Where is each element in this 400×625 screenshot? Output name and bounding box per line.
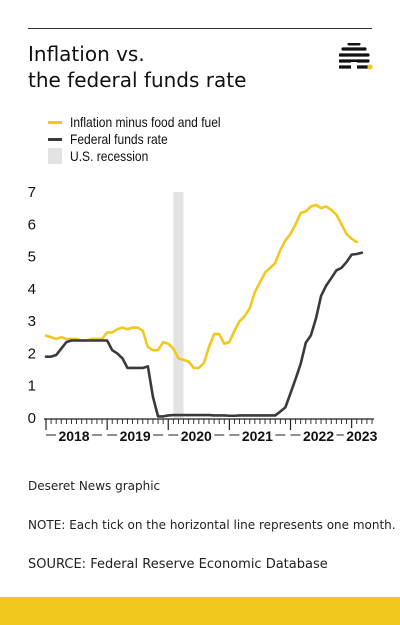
fed-funds-line: [44, 251, 364, 418]
year-label-bg: [117, 428, 154, 443]
beehive-icon: [339, 43, 373, 70]
y-tick-label: 6: [28, 216, 36, 233]
y-tick-label: 2: [28, 345, 36, 362]
legend-label-recession: U.S. recession: [70, 148, 149, 164]
year-label-bg: [56, 428, 93, 443]
x-tick-label: 2019: [120, 428, 151, 444]
x-tick-label: 2020: [181, 428, 212, 444]
top-rule: [28, 28, 372, 29]
logo-dot: [367, 64, 373, 70]
legend-swatch-fed: [48, 138, 62, 141]
y-tick-label: 4: [28, 281, 36, 298]
inflation-line: [44, 203, 359, 370]
y-tick-label: 5: [28, 249, 36, 266]
x-tick-label: 2022: [303, 428, 334, 444]
year-label-bg: [343, 428, 380, 443]
note-text: NOTE: Each tick on the horizontal line r…: [28, 518, 396, 532]
page-title: Inflation vs. the federal funds rate: [28, 41, 308, 93]
year-label-bg: [300, 428, 337, 443]
legend-swatch-recession: [48, 148, 62, 164]
recession-band: [173, 192, 184, 418]
line-chart: 0 1 2 3 4 5 6 7 2018 2019 2020 2021 2022 2023: [28, 184, 380, 444]
x-tick-label: 2018: [58, 428, 89, 444]
source-text: SOURCE: Federal Reserve Economic Databas…: [28, 557, 328, 572]
title-line-2: the federal funds rate: [28, 68, 247, 92]
credit-text: Deseret News graphic: [28, 479, 161, 493]
y-tick-label: 7: [28, 184, 36, 201]
legend-label-fed: Federal funds rate: [70, 131, 168, 147]
y-tick-label: 1: [28, 378, 36, 395]
x-tick-label: 2023: [346, 428, 377, 444]
legend-label-inflation: Inflation minus food and fuel: [70, 114, 221, 130]
title-line-1: Inflation vs.: [28, 42, 145, 66]
bottom-accent-bar: [0, 597, 400, 625]
x-tick-label: 2021: [242, 428, 273, 444]
year-label-bg: [178, 428, 215, 443]
year-label-bg: [239, 428, 276, 443]
legend-swatch-inflation: [48, 121, 62, 124]
y-tick-label: 3: [28, 313, 36, 330]
y-tick-label: 0: [28, 410, 36, 427]
